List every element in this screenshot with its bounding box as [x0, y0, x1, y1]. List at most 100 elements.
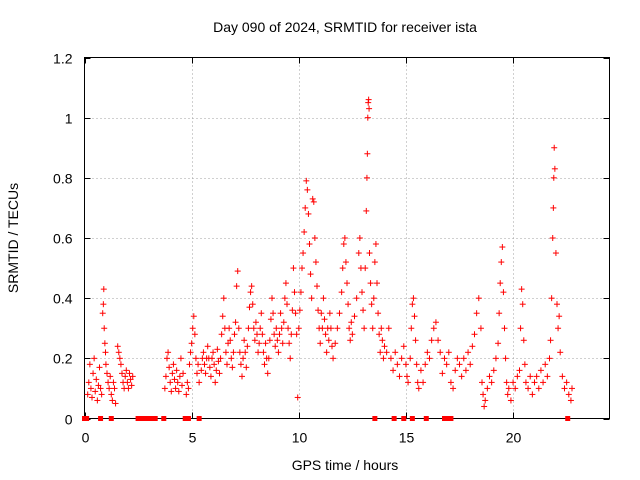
data-point — [361, 325, 368, 332]
data-point — [285, 325, 292, 332]
zero-point — [182, 416, 188, 421]
data-point — [492, 355, 499, 362]
data-point — [339, 265, 346, 272]
zero-point — [185, 416, 191, 421]
data-point — [220, 295, 227, 302]
data-point — [201, 361, 208, 368]
data-point — [408, 325, 415, 332]
data-point — [510, 379, 517, 386]
data-point — [95, 382, 102, 389]
data-point — [269, 295, 275, 302]
data-point — [295, 325, 302, 332]
y-tick-label: 0.4 — [53, 291, 73, 307]
data-point — [232, 319, 239, 326]
data-point — [567, 397, 574, 404]
data-point — [473, 310, 480, 317]
data-point — [326, 310, 333, 317]
zero-point — [144, 416, 150, 421]
data-point — [517, 325, 524, 332]
data-point — [233, 283, 240, 290]
zero-point — [401, 416, 407, 421]
data-point — [359, 289, 365, 296]
data-point — [281, 295, 288, 302]
data-point — [400, 343, 407, 350]
data-point — [303, 177, 310, 184]
data-point — [165, 349, 172, 356]
data-point — [202, 370, 209, 377]
data-point — [479, 379, 485, 386]
data-point — [264, 370, 271, 377]
data-point — [94, 397, 101, 404]
data-point — [380, 355, 387, 362]
data-point — [548, 295, 555, 302]
data-point — [540, 379, 547, 386]
data-point — [432, 319, 439, 326]
data-point — [450, 385, 457, 392]
data-point — [417, 367, 424, 374]
data-point — [360, 307, 367, 314]
data-point — [439, 370, 446, 377]
data-point — [531, 379, 538, 386]
data-point — [435, 337, 442, 344]
data-point — [91, 355, 98, 362]
data-point — [255, 349, 262, 356]
data-point — [340, 241, 347, 248]
data-point — [306, 241, 313, 248]
data-point — [349, 331, 356, 338]
data-point — [186, 361, 193, 368]
data-point — [209, 355, 215, 362]
data-point — [102, 361, 109, 368]
data-point — [379, 337, 386, 344]
zero-point — [84, 416, 90, 421]
data-point — [92, 388, 99, 395]
data-point — [323, 349, 330, 356]
data-point — [447, 379, 454, 386]
data-point — [210, 349, 217, 356]
data-point — [312, 259, 319, 266]
data-point — [246, 304, 253, 311]
data-point — [381, 343, 388, 350]
data-point — [551, 165, 558, 172]
data-point — [222, 349, 229, 356]
data-point — [114, 343, 121, 350]
data-point — [498, 259, 505, 266]
data-point — [260, 349, 267, 356]
data-point — [245, 325, 252, 332]
data-point — [551, 144, 558, 151]
data-point — [370, 295, 377, 302]
data-point — [251, 337, 258, 344]
data-point — [407, 355, 414, 362]
data-point — [164, 355, 170, 362]
data-point — [125, 385, 132, 392]
data-point — [369, 325, 376, 332]
data-point — [228, 355, 235, 362]
data-point — [529, 391, 536, 398]
data-point — [550, 174, 557, 181]
data-point — [555, 325, 562, 332]
data-point — [265, 355, 272, 362]
data-point — [115, 349, 122, 356]
data-point — [475, 295, 482, 302]
data-point — [486, 373, 493, 380]
data-point — [441, 355, 448, 362]
data-point — [286, 340, 293, 347]
data-point — [351, 313, 358, 320]
data-point — [469, 343, 476, 350]
data-point — [270, 310, 277, 317]
data-point — [100, 286, 107, 293]
data-point — [327, 325, 334, 332]
data-point — [206, 364, 213, 371]
data-point — [550, 204, 557, 211]
data-point — [507, 397, 514, 404]
data-point — [191, 331, 198, 338]
data-point — [110, 379, 117, 386]
data-point — [214, 346, 221, 353]
x-tick-label: 0 — [82, 430, 90, 446]
data-point — [252, 319, 259, 326]
data-point — [484, 385, 491, 392]
data-point — [496, 310, 503, 317]
data-point — [248, 283, 255, 290]
data-point — [527, 373, 534, 380]
data-point — [497, 280, 504, 287]
x-tick-label: 10 — [292, 430, 308, 446]
